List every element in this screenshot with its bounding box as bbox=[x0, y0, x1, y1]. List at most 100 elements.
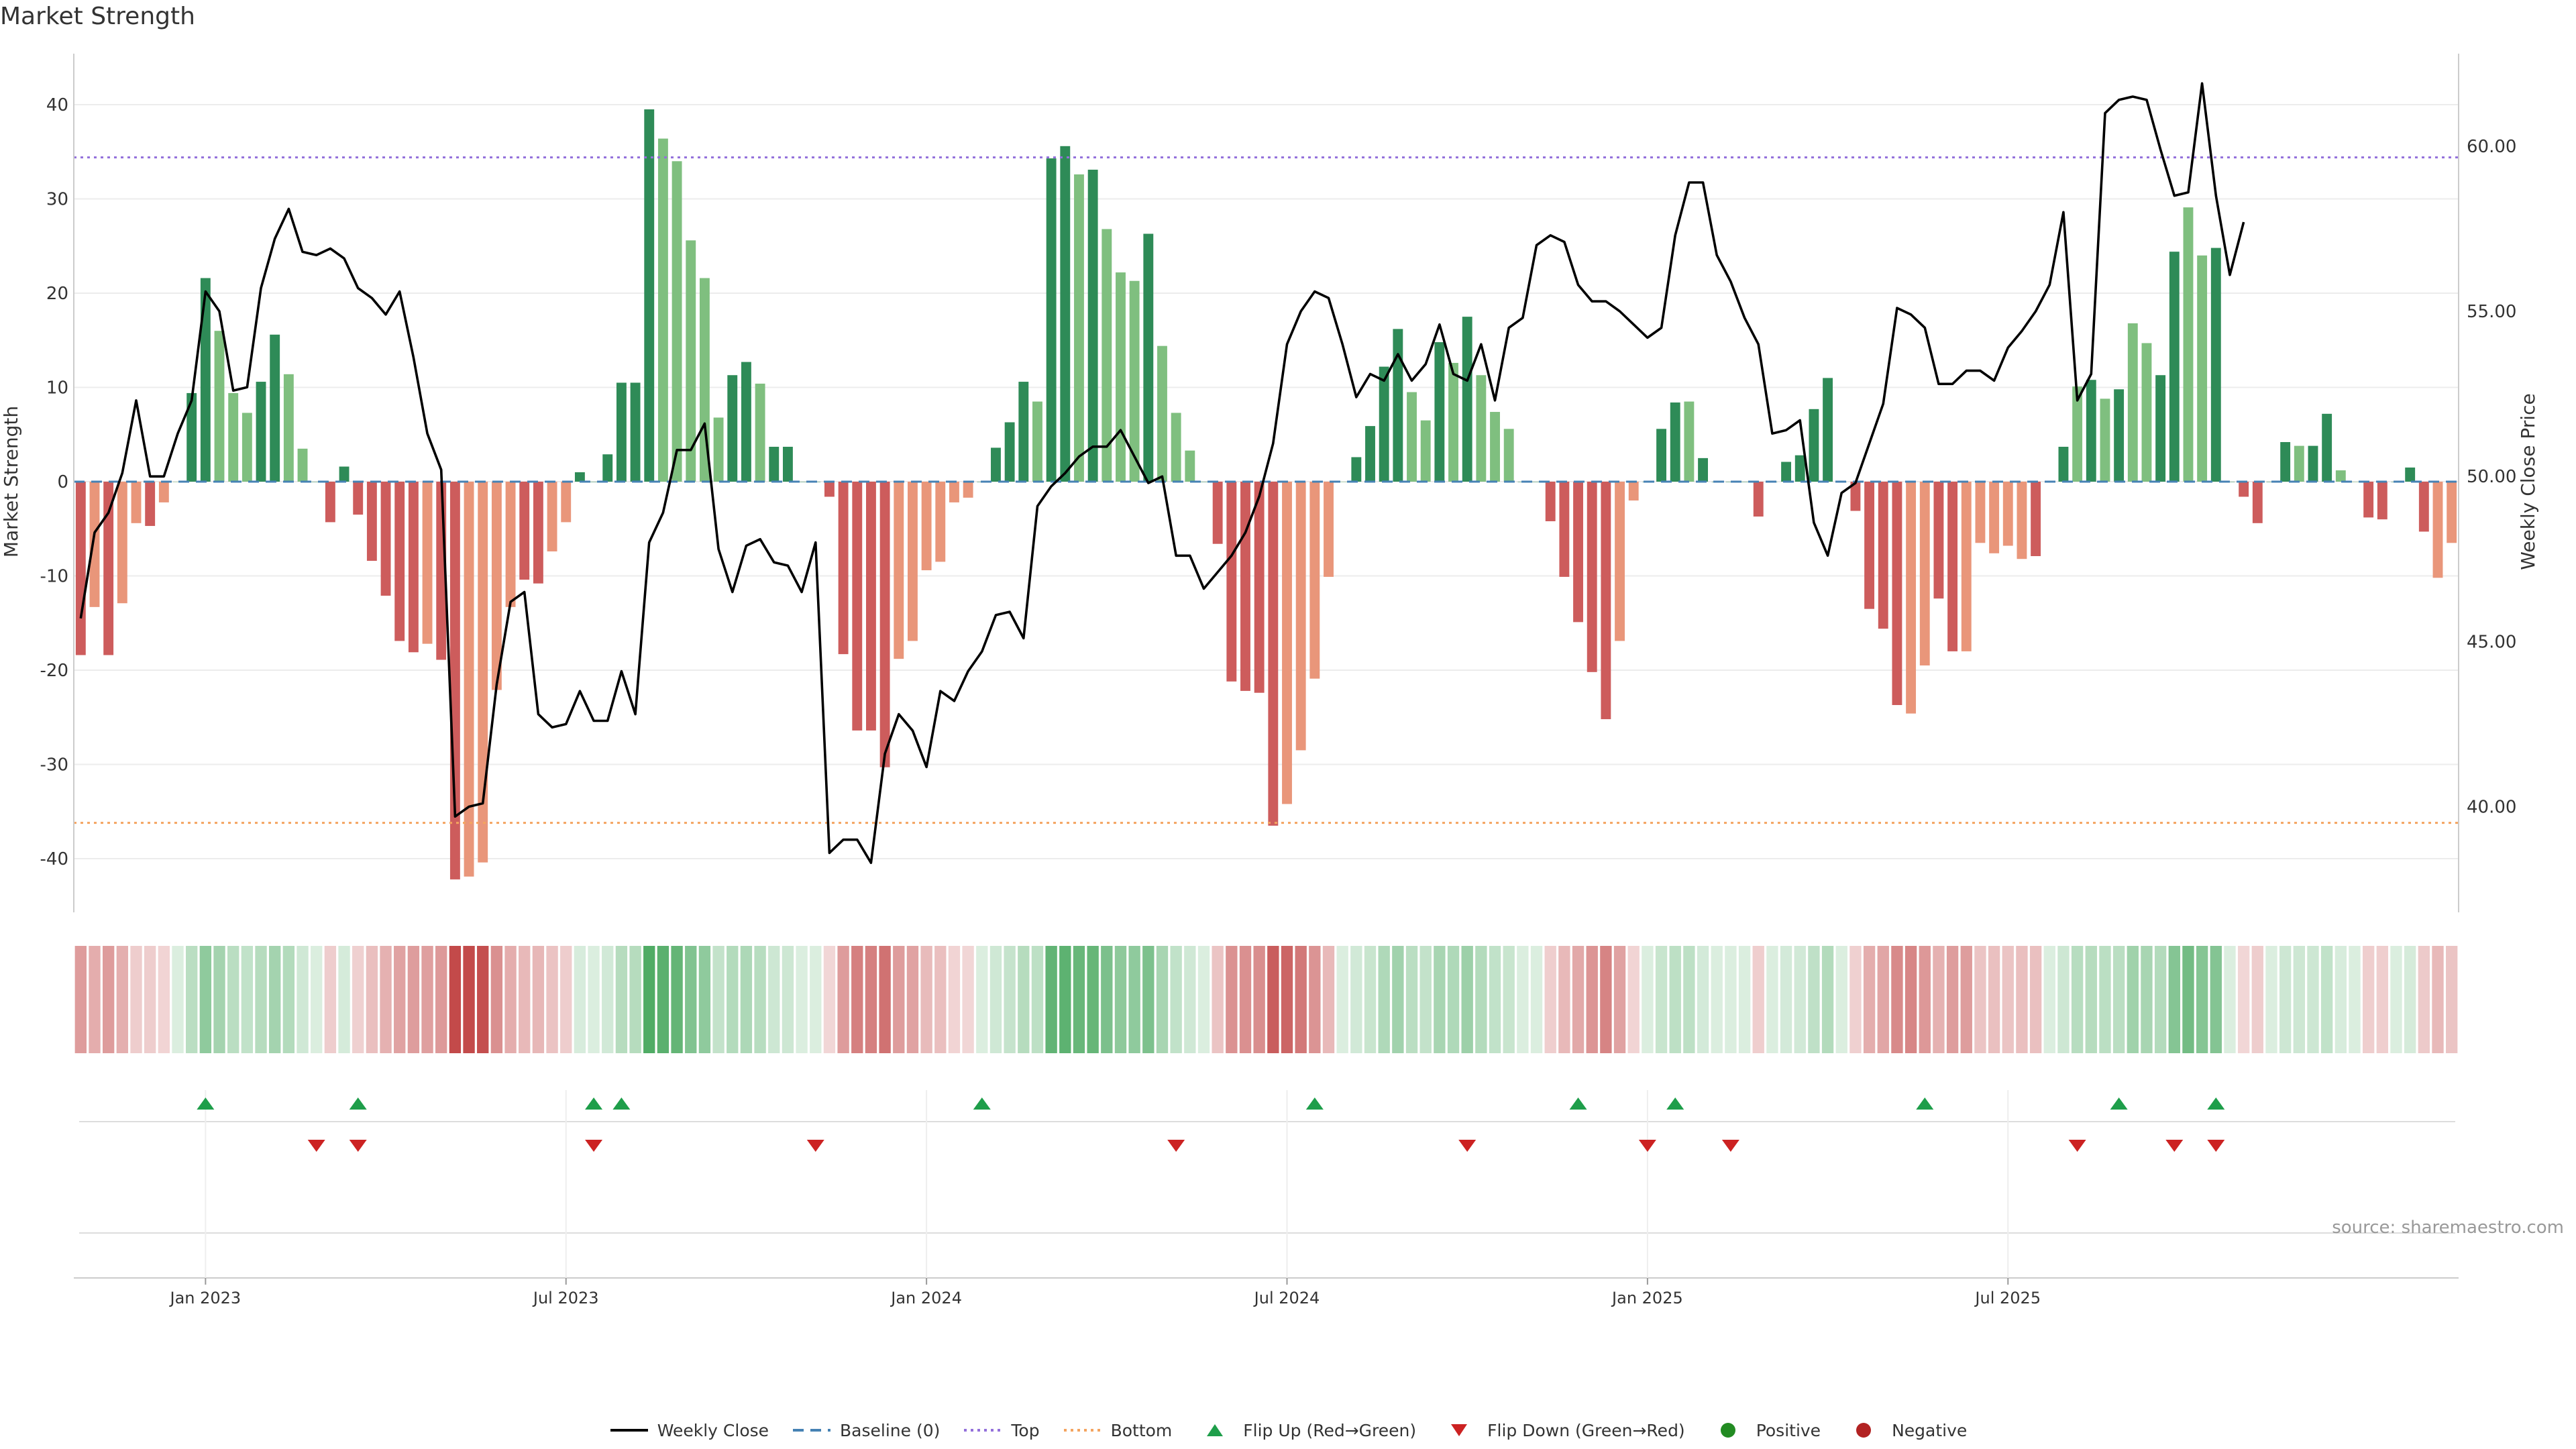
heat-cell bbox=[1475, 946, 1487, 1053]
heat-cell bbox=[1489, 946, 1501, 1053]
strength-bar bbox=[2017, 482, 2027, 559]
heat-cell bbox=[1156, 946, 1169, 1053]
strength-bar bbox=[1226, 482, 1237, 682]
heat-cell bbox=[1434, 946, 1446, 1053]
strength-bar bbox=[1393, 329, 1403, 482]
heat-cell bbox=[1405, 946, 1418, 1053]
heat-cell bbox=[1669, 946, 1681, 1053]
strength-bar bbox=[2141, 343, 2152, 482]
heat-cell bbox=[740, 946, 753, 1053]
heat-cell bbox=[2057, 946, 2070, 1053]
heat-cell bbox=[1170, 946, 1182, 1053]
strength-bar bbox=[103, 482, 114, 655]
strength-bar bbox=[1573, 482, 1583, 623]
heat-cell bbox=[144, 946, 156, 1053]
heat-cell bbox=[1655, 946, 1668, 1053]
strength-bar bbox=[2252, 482, 2263, 523]
strength-bar bbox=[561, 482, 572, 523]
strength-bar bbox=[1420, 420, 1431, 482]
strength-bar bbox=[2363, 482, 2374, 518]
legend-swatch bbox=[1720, 1423, 1735, 1438]
heat-cell bbox=[2320, 946, 2333, 1053]
strength-bar bbox=[824, 482, 835, 497]
strength-bar bbox=[672, 161, 682, 482]
strength-bar bbox=[949, 482, 959, 502]
heat-cell bbox=[948, 946, 961, 1053]
strength-bar bbox=[1046, 158, 1057, 482]
heat-cell bbox=[1683, 946, 1695, 1053]
strength-bar bbox=[256, 382, 266, 482]
heat-cell bbox=[1933, 946, 1945, 1053]
flip-up-marker bbox=[585, 1097, 603, 1110]
strength-bar bbox=[657, 138, 668, 482]
strength-bar bbox=[75, 482, 86, 655]
heat-cell bbox=[2029, 946, 2042, 1053]
heat-cell bbox=[574, 946, 586, 1053]
strength-bar bbox=[1018, 382, 1029, 482]
heat-cell bbox=[1142, 946, 1155, 1053]
strength-bar bbox=[921, 482, 932, 571]
y-tick-label: -30 bbox=[40, 755, 68, 775]
heat-cell bbox=[1697, 946, 1709, 1053]
heat-cell bbox=[2043, 946, 2055, 1053]
flip-down-marker bbox=[307, 1140, 325, 1152]
heat-cell bbox=[463, 946, 475, 1053]
heat-cell bbox=[421, 946, 433, 1053]
heat-cell bbox=[380, 946, 392, 1053]
heat-cell bbox=[1835, 946, 1847, 1053]
heat-cell bbox=[2432, 946, 2444, 1053]
strength-bar bbox=[1961, 482, 1972, 651]
strength-bar bbox=[2155, 375, 2166, 482]
heat-cell bbox=[906, 946, 919, 1053]
heat-cell bbox=[2307, 946, 2319, 1053]
strength-bar bbox=[1129, 280, 1140, 482]
heat-cell bbox=[865, 946, 877, 1053]
strength-bar bbox=[200, 278, 211, 482]
strength-bar bbox=[1878, 482, 1888, 629]
strength-bar bbox=[89, 482, 100, 607]
strength-bar bbox=[2418, 482, 2429, 532]
strength-bar bbox=[478, 482, 488, 863]
heat-cell bbox=[754, 946, 766, 1053]
strength-bar bbox=[1254, 482, 1265, 693]
heat-cell bbox=[1045, 946, 1057, 1053]
heat-cell bbox=[1128, 946, 1140, 1053]
heat-cell bbox=[1988, 946, 2000, 1053]
heat-cell bbox=[851, 946, 863, 1053]
strength-bar bbox=[2432, 482, 2443, 578]
flip-up-marker bbox=[1666, 1097, 1684, 1110]
legend-label: Top bbox=[1011, 1420, 1040, 1440]
strength-bar bbox=[2308, 445, 2318, 482]
strength-bar bbox=[1919, 482, 1930, 665]
heat-cell bbox=[685, 946, 697, 1053]
strength-bar bbox=[574, 472, 585, 482]
heat-cell bbox=[1031, 946, 1044, 1053]
heat-cell bbox=[2099, 946, 2111, 1053]
strength-bar bbox=[2377, 482, 2387, 520]
strength-bar bbox=[505, 482, 516, 607]
legend-item: Flip Down (Green→Red) bbox=[1439, 1420, 1685, 1440]
strength-bar bbox=[1379, 366, 1389, 482]
legend-down-swatch bbox=[1451, 1424, 1468, 1436]
heat-cell bbox=[1114, 946, 1127, 1053]
heat-cell bbox=[989, 946, 1002, 1053]
legend-up-swatch bbox=[1207, 1424, 1224, 1436]
strength-bar bbox=[935, 482, 946, 562]
strength-bar bbox=[464, 482, 474, 877]
strength-bar bbox=[353, 482, 364, 515]
heat-cell bbox=[130, 946, 142, 1053]
heat-cell bbox=[1960, 946, 1972, 1053]
legend-swatch bbox=[1451, 1424, 1468, 1436]
heat-cell bbox=[879, 946, 891, 1053]
heat-cell bbox=[1877, 946, 1889, 1053]
heat-cell bbox=[102, 946, 115, 1053]
legend-swatch bbox=[1207, 1424, 1224, 1436]
strength-bar bbox=[1933, 482, 1944, 599]
strength-bar bbox=[1102, 229, 1112, 482]
strength-bar bbox=[297, 448, 308, 482]
heat-cell bbox=[1919, 946, 1931, 1053]
heat-cell bbox=[2016, 946, 2028, 1053]
heat-cell bbox=[1253, 946, 1265, 1053]
heat-cell bbox=[810, 946, 822, 1053]
